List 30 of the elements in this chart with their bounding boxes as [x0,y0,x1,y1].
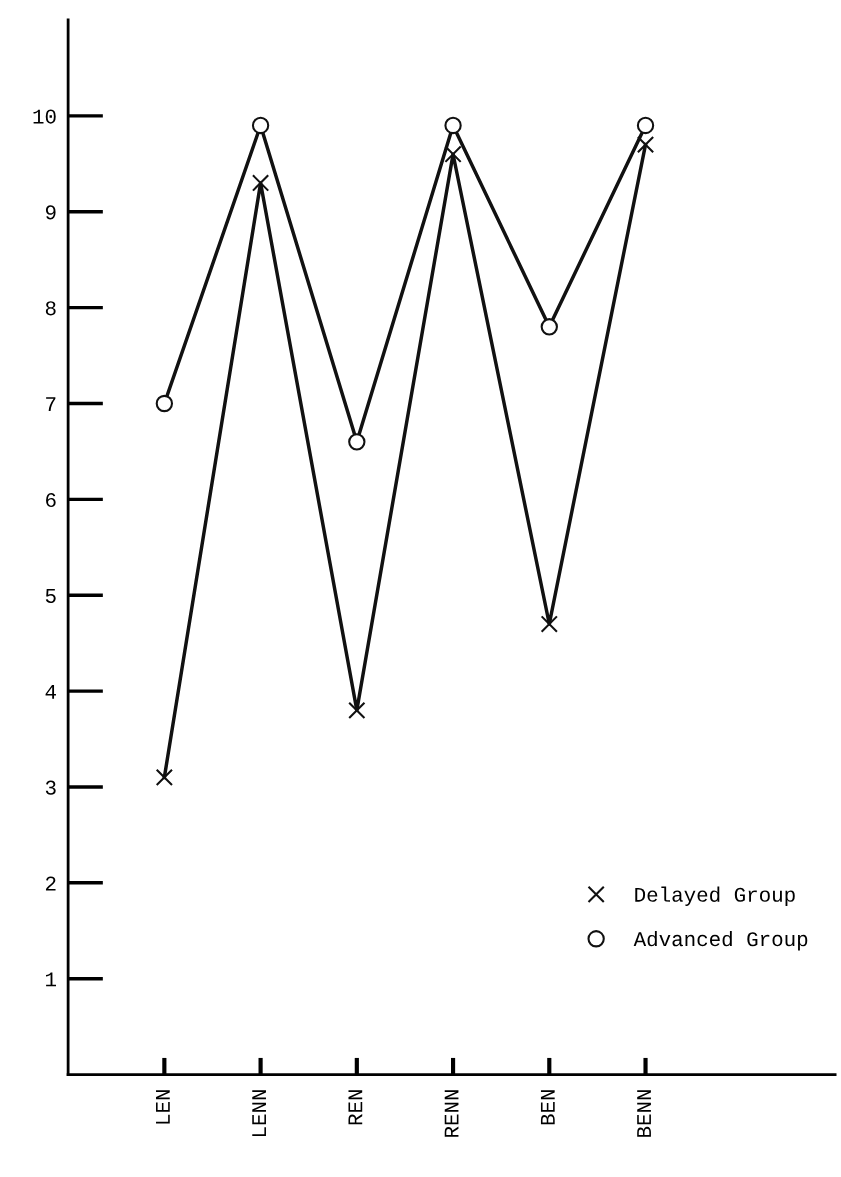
y-tick-label: 10 [33,109,56,124]
legend-label: Advanced Group [633,930,808,951]
x-tick-label: REN [348,1090,363,1125]
x-tick-label: LENN [252,1090,266,1137]
y-tick-label: 6 [46,492,56,508]
x-tick-label: BENN [637,1090,651,1137]
point [636,135,655,154]
y-tick-label: 8 [45,301,56,316]
x-tick-label: RENN [444,1090,459,1137]
y-tick-label: 4 [45,684,56,699]
legend-label: Delayed Group [635,886,795,906]
y-tick-label: 5 [45,589,56,603]
point [444,116,462,135]
point [444,145,462,163]
point [540,615,558,633]
point [348,433,366,451]
point [540,318,558,336]
point [251,174,270,192]
point [251,116,270,135]
point [155,394,174,413]
x-tick-label: BEN [540,1090,555,1125]
y-tick-label: 3 [45,780,56,795]
x-tick-label: LEN [156,1090,170,1124]
point [155,768,174,787]
point [636,116,655,135]
point [348,701,366,719]
y-tick-label: 1 [46,972,56,987]
y-tick-label: 7 [46,397,56,412]
y-tick-label: 9 [45,205,56,220]
y-tick-label: 2 [45,876,56,891]
